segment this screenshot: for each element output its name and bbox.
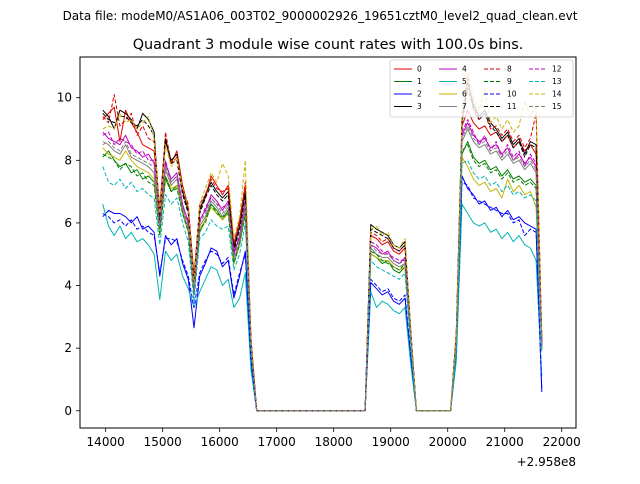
x-axis: 14000 15000 16000 17000 18000 19000 20000 21000… <box>87 428 581 449</box>
legend-label-9: 9 <box>507 77 512 86</box>
legend-label-10: 10 <box>507 90 517 99</box>
x-tick-label: 19000 <box>372 435 410 449</box>
chart-title: Quadrant 3 module wise count rates with … <box>133 37 524 53</box>
y-tick-label: 4 <box>64 279 72 293</box>
legend-label-8: 8 <box>507 65 512 74</box>
legend-label-11: 11 <box>507 102 517 111</box>
legend-label-5: 5 <box>462 77 467 86</box>
x-tick-label: 21000 <box>486 435 524 449</box>
legend-label-12: 12 <box>552 65 562 74</box>
series-layer <box>102 72 543 412</box>
legend-label-2: 2 <box>417 90 422 99</box>
y-tick-label: 8 <box>64 153 72 167</box>
y-axis: 0 2 4 6 8 10 <box>57 91 80 418</box>
legend-label-3: 3 <box>417 102 422 111</box>
x-tick-label: 17000 <box>258 435 296 449</box>
legend-label-15: 15 <box>552 102 562 111</box>
suptitle: Data file: modeM0/AS1A06_003T02_90000029… <box>63 9 578 23</box>
plot-area <box>79 56 577 429</box>
legend-label-4: 4 <box>462 65 467 74</box>
legend-label-7: 7 <box>462 102 467 111</box>
x-tick-label: 16000 <box>201 435 239 449</box>
x-tick-label: 20000 <box>429 435 467 449</box>
plot-frame-background <box>80 57 576 428</box>
y-tick-label: 6 <box>64 216 72 230</box>
y-tick-label: 2 <box>64 341 72 355</box>
legend-label-1: 1 <box>417 77 422 86</box>
legend-label-14: 14 <box>552 90 562 99</box>
plot-frame <box>79 56 577 429</box>
y-tick-label: 10 <box>57 91 72 105</box>
legend-label-0: 0 <box>417 65 422 74</box>
legend-label-13: 13 <box>552 77 562 86</box>
legend-frame <box>389 59 574 118</box>
legend-label-6: 6 <box>462 90 467 99</box>
x-tick-label: 14000 <box>87 435 125 449</box>
x-tick-label: 22000 <box>543 435 581 449</box>
x-tick-label: 15000 <box>144 435 182 449</box>
x-tick-label: 18000 <box>315 435 353 449</box>
x-axis-offset-label: +2.958e8 <box>517 455 576 469</box>
series-line-15 <box>102 125 543 412</box>
y-tick-label: 0 <box>64 404 72 418</box>
